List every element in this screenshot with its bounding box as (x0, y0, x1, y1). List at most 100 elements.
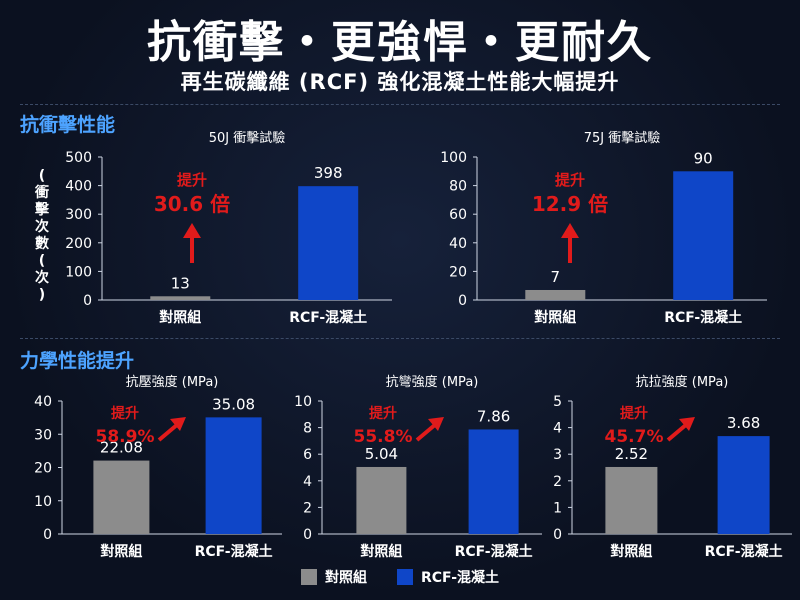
chart2-value-label: 7 (551, 268, 561, 286)
chart3-annotation-arrow-head (170, 417, 186, 431)
legend-swatch-control (301, 569, 317, 585)
chart5-ytick-label: 2 (553, 474, 562, 490)
chart1-ytick-label: 400 (65, 179, 92, 195)
chart2-title: 75J 衝擊試驗 (584, 130, 661, 146)
section-title-mechanical: 力學性能提升 (20, 350, 135, 372)
legend-label-control: 對照組 (325, 570, 367, 586)
chart2-annotation-label: 提升 (555, 171, 585, 189)
chart3-annotation-label: 提升 (111, 405, 139, 422)
chart4-value-label: 7.86 (477, 407, 510, 425)
chart4-ytick-label: 0 (303, 527, 312, 543)
chart4-title: 抗彎強度 (MPa) (386, 374, 479, 390)
chart5-annotation-arrow-shaft (666, 422, 689, 442)
chart1-bar-control (150, 296, 211, 300)
chart4-ytick-label: 8 (303, 421, 312, 437)
chart5-ytick-label: 1 (553, 500, 562, 516)
chart3-annotation-value: 58.9% (96, 427, 155, 447)
chart1-ylabel-char: ) (39, 287, 45, 303)
chart3-category-label: 對照組 (100, 543, 142, 560)
chart1-ytick-label: 100 (65, 264, 92, 280)
chart1-ylabel-char: ( (39, 253, 45, 269)
legend-item-control: 對照組 (301, 567, 367, 587)
chart1-title: 50J 衝擊試驗 (209, 130, 286, 146)
chart1-ylabel-char: 次 (35, 269, 49, 286)
chart1-ylabel-char: 擊 (35, 201, 50, 218)
legend-item-rcf: RCF-混凝土 (397, 567, 499, 587)
chart4-annotation-label: 提升 (369, 405, 397, 422)
chart4-bar-rcf (468, 429, 519, 534)
chart3-annotation-arrow-shaft (157, 422, 180, 442)
chart2-ytick-label: 100 (440, 150, 467, 166)
chart1-ytick-label: 300 (65, 207, 92, 223)
chart4-ytick-label: 6 (303, 447, 312, 463)
chart2-category-label: 對照組 (534, 309, 576, 326)
chart4-category-label: RCF-混凝土 (455, 543, 533, 560)
chart2-bar-control (525, 289, 586, 300)
chart1-annotation-value: 30.6 倍 (154, 192, 230, 216)
chart3-category-label: RCF-混凝土 (195, 543, 273, 560)
chart4-annotation-value: 55.8% (354, 427, 413, 447)
chart4-bar-control (356, 466, 407, 534)
chart3-value-label: 35.08 (212, 395, 255, 413)
chart3-value-label: 22.08 (100, 439, 143, 457)
chart5-title: 抗拉強度 (MPa) (636, 374, 729, 390)
legend: 對照組 RCF-混凝土 (0, 567, 800, 587)
chart3-bar-control (93, 460, 150, 534)
chart5-ytick-label: 5 (553, 394, 562, 410)
chart5-annotation-label: 提升 (620, 405, 648, 422)
legend-label-rcf: RCF-混凝土 (421, 570, 499, 586)
chart2-annotation-value: 12.9 倍 (532, 192, 608, 216)
chart5-value-label: 3.68 (727, 414, 760, 432)
chart5-ytick-label: 4 (553, 421, 562, 437)
chart1-category-label: 對照組 (159, 309, 201, 326)
chart5-bar-control (605, 466, 658, 534)
chart4-ytick-label: 10 (294, 394, 312, 410)
chart4-annotation-arrow-head (428, 417, 444, 431)
chart5-annotation-value: 45.7% (605, 427, 664, 447)
chart2-category-label: RCF-混凝土 (664, 309, 742, 326)
chart5-bar-rcf (717, 436, 770, 534)
chart5-value-label: 2.52 (615, 445, 648, 463)
chart3-bar-rcf (205, 417, 262, 534)
chart1-value-label: 13 (171, 274, 190, 292)
chart5-ytick-label: 3 (553, 447, 562, 463)
chart4-category-label: 對照組 (360, 543, 402, 560)
chart4-annotation-arrow-shaft (415, 422, 438, 442)
chart1-ylabel-char: ( (39, 168, 45, 184)
chart1-annotation-label: 提升 (177, 171, 207, 189)
chart3-ytick-label: 10 (34, 494, 52, 510)
chart2-ytick-label: 40 (449, 236, 467, 252)
chart4-ytick-label: 2 (303, 500, 312, 516)
chart1-ylabel-char: 數 (35, 235, 49, 252)
chart1-value-label: 398 (314, 164, 343, 182)
chart2-ytick-label: 80 (449, 179, 467, 195)
chart3-ytick-label: 0 (43, 527, 52, 543)
chart1-ylabel-char: 衝 (34, 184, 49, 201)
divider-middle (20, 338, 780, 339)
chart3-ytick-label: 20 (34, 461, 52, 477)
chart1-category-label: RCF-混凝土 (289, 309, 367, 326)
chart5-ytick-label: 0 (553, 527, 562, 543)
chart5-category-label: RCF-混凝土 (705, 543, 783, 560)
chart1-annotation-arrow-head (183, 223, 201, 238)
chart1-bar-rcf (298, 186, 359, 300)
chart2-ytick-label: 0 (458, 293, 467, 309)
legend-swatch-rcf (397, 569, 413, 585)
main-title: 抗衝擊・更強悍・更耐久 (147, 17, 653, 68)
chart4-value-label: 5.04 (365, 445, 398, 463)
chart1-ytick-label: 500 (65, 150, 92, 166)
chart3-ytick-label: 40 (34, 394, 52, 410)
chart3-ytick-label: 30 (34, 427, 52, 443)
chart2-bar-rcf (673, 171, 734, 300)
chart1-ytick-label: 200 (65, 236, 92, 252)
chart4-ytick-label: 4 (303, 474, 312, 490)
chart5-annotation-arrow-head (679, 417, 695, 431)
chart2-annotation-arrow-head (561, 223, 579, 238)
chart2-ytick-label: 60 (449, 207, 467, 223)
chart3-title: 抗壓強度 (MPa) (126, 374, 219, 390)
chart5-category-label: 對照組 (610, 543, 652, 560)
divider-top (20, 104, 780, 105)
chart1-ytick-label: 0 (83, 293, 92, 309)
chart2-value-label: 90 (694, 149, 713, 167)
